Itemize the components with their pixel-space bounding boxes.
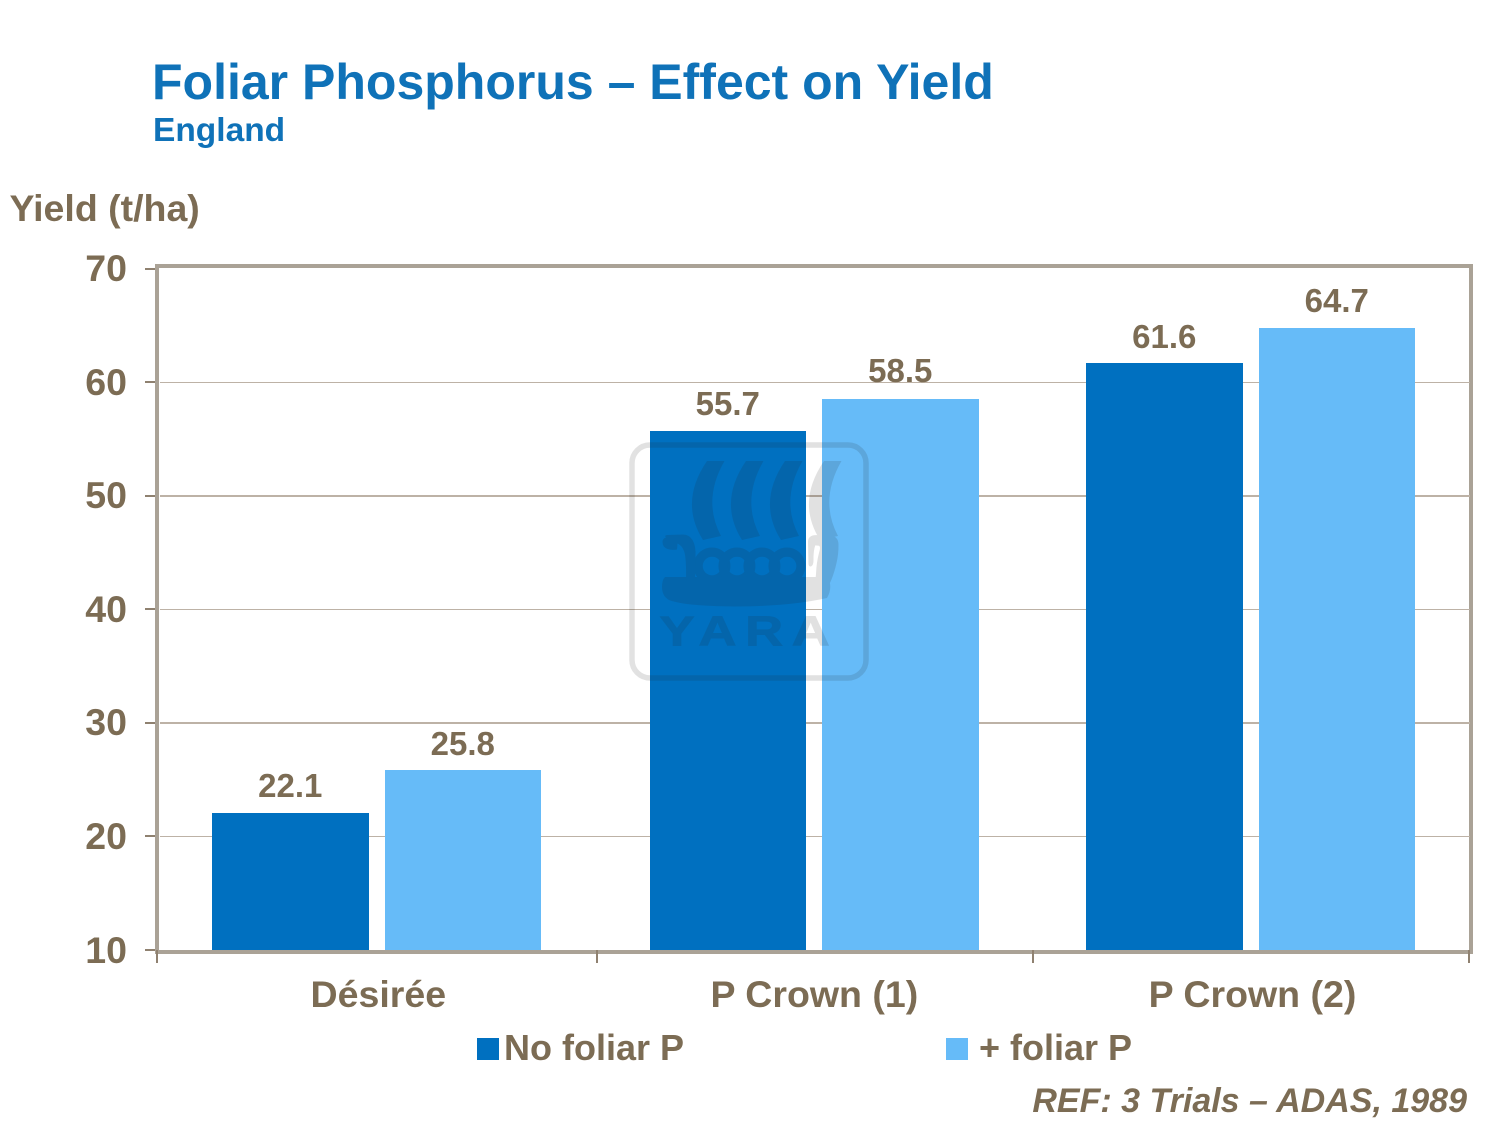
svg-text:YARA: YARA xyxy=(660,609,839,656)
